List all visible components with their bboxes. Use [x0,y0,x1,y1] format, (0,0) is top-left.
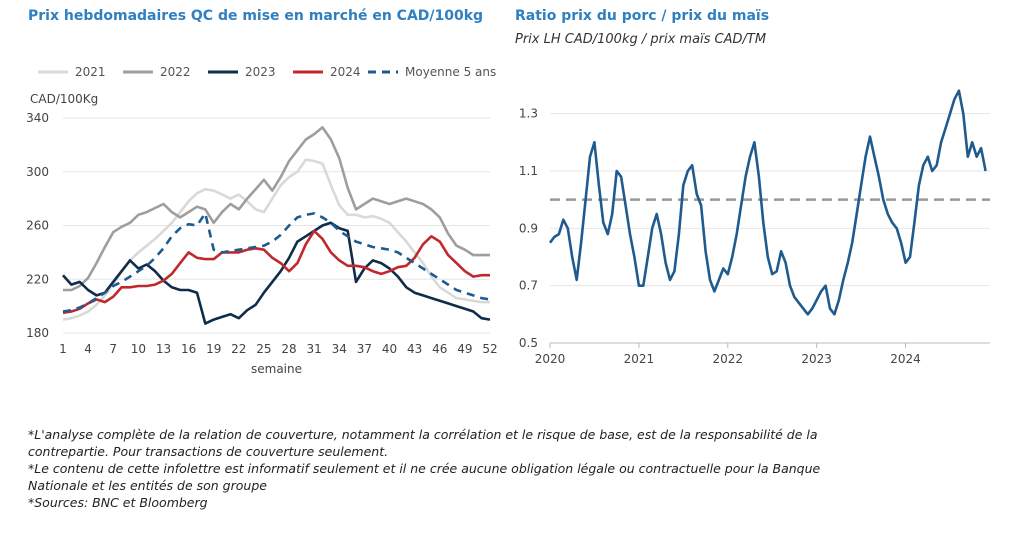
x-tick-label: 4 [84,342,92,356]
x-tick-label: 2021 [624,352,655,366]
series-line-2023 [62,221,491,325]
x-tick-label: 31 [307,342,322,356]
x-tick-label: 46 [432,342,447,356]
x-tick-label: 2024 [890,352,921,366]
x-tick-label: 37 [357,342,372,356]
legend-label: 2023 [245,65,276,79]
series-line-ratio [548,89,987,316]
x-tick-label: 16 [181,342,196,356]
x-tick-label: 28 [281,342,296,356]
x-tick-label: 7 [109,342,117,356]
x-tick-label: 1 [59,342,67,356]
legend-label: 2022 [160,65,191,79]
legend-label: 2024 [330,65,361,79]
right-chart-title: Ratio prix du porc / prix du maïs [515,8,770,24]
x-tick-label: 19 [206,342,221,356]
x-tick-label: 43 [407,342,422,356]
y-tick-label: 1.3 [519,107,538,121]
y-tick-label: 1.1 [519,164,538,178]
y-tick-label: 260 [26,219,49,233]
x-axis-label: semaine [251,362,302,376]
pork-corn-ratio-chart: 0.5 0.7 0.9 1.1 1.3 2020 2021 2022 2023 2024 [519,89,990,366]
right-chart-subtitle: Prix LH CAD/100kg / prix maïs CAD/TM [515,32,767,47]
x-tick-label: 10 [131,342,146,356]
series-line-moyenne-5-ans [62,212,491,313]
footnotes: *L'analyse complète de la relation de co… [28,426,878,511]
x-tick-label: 34 [332,342,347,356]
x-tick-label: 2023 [801,352,832,366]
y-tick-label: 300 [26,165,49,179]
y-tick-label: 180 [26,326,49,340]
x-tick-label: 13 [156,342,171,356]
y-tick-label: 0.5 [519,336,538,350]
legend-label: 2021 [75,65,106,79]
x-tick-label: 52 [482,342,497,356]
series-line-2024 [62,229,490,315]
y-tick-label: 0.7 [519,279,538,293]
series-line-2021 [62,158,490,321]
x-tick-label: 40 [382,342,397,356]
weekly-price-chart: 180 220 260 300 340 1 4 7 10 13 16 19 22 25 28 31 34 37 40… [26,65,498,376]
legend-label: Moyenne 5 ans [405,65,496,79]
x-tick-label: 49 [457,342,472,356]
footnote-3: *Sources: BNC et Bloomberg [28,495,208,510]
x-tick-label: 2020 [535,352,566,366]
x-tick-label: 22 [231,342,246,356]
left-chart-title: Prix hebdomadaires QC de mise en marché … [28,8,484,24]
footnote-1: *L'analyse complète de la relation de co… [28,427,818,459]
y-tick-label: 340 [26,111,49,125]
y-tick-label: 220 [26,272,49,286]
footnote-2: *Le contenu de cette infolettre est info… [28,461,821,493]
x-tick-label: 2022 [713,352,744,366]
y-tick-label: 0.9 [519,221,538,235]
series-line-2022 [63,126,490,292]
y-axis-label: CAD/100Kg [30,92,98,106]
x-tick-label: 25 [256,342,271,356]
